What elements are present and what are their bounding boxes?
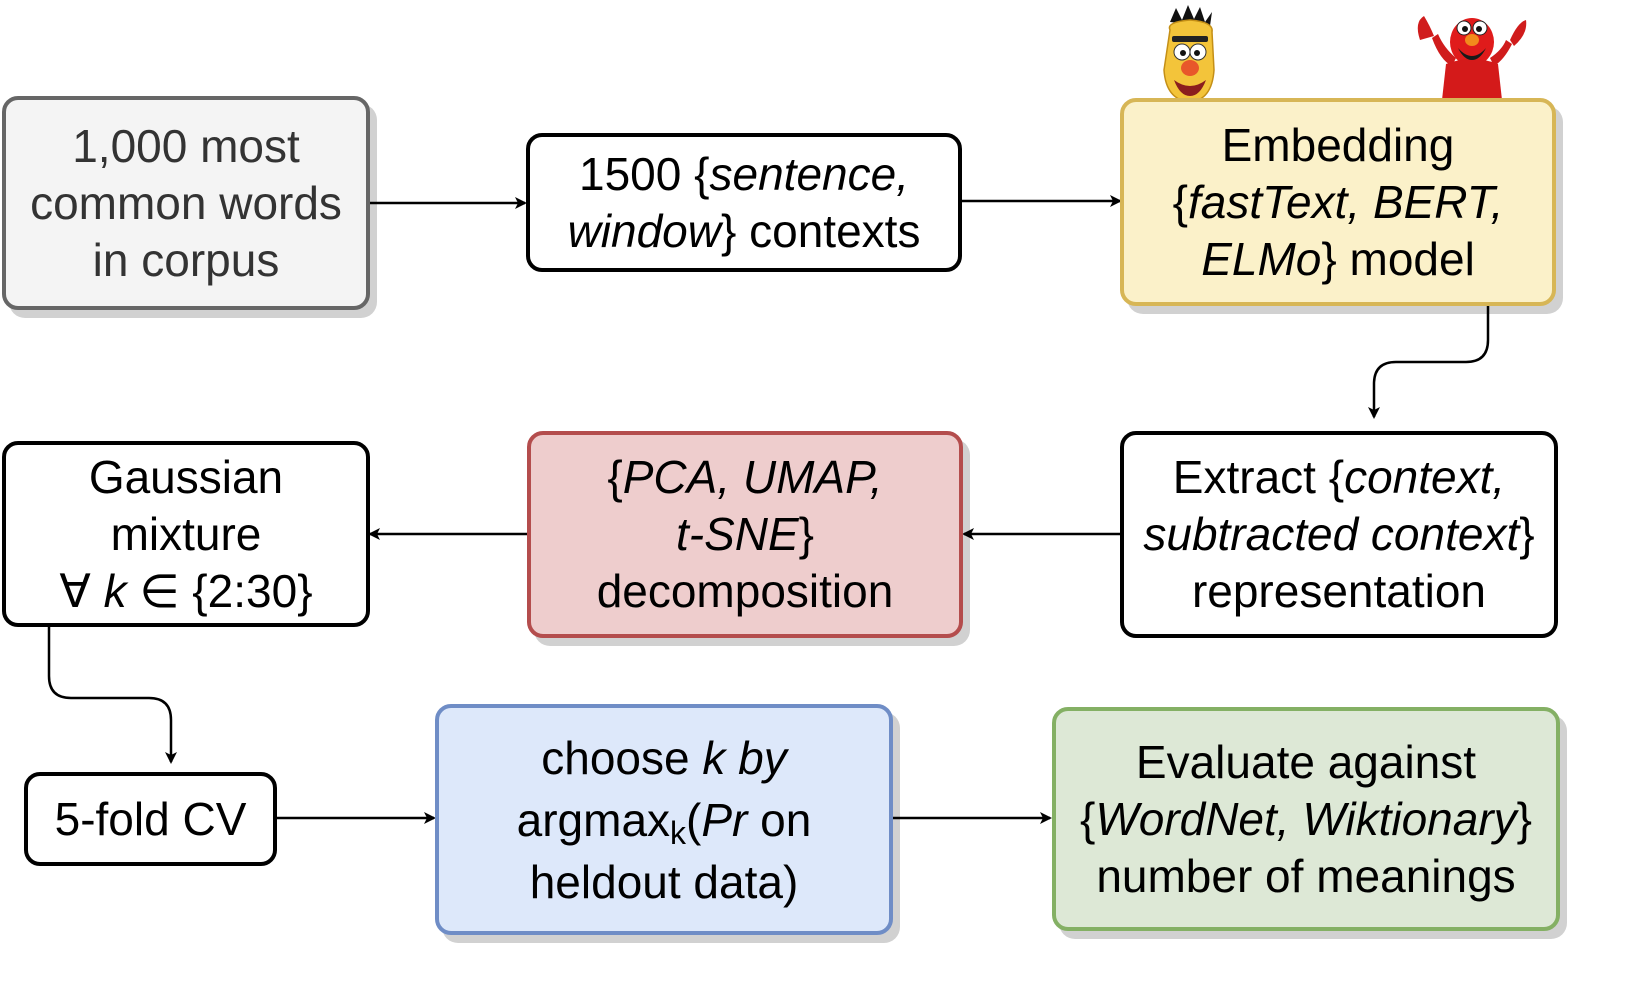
node-decomposition: {PCA, UMAP, t-SNE} decomposition [527, 431, 963, 638]
node-extract-representation: Extract {context, subtracted context} repr… [1120, 431, 1558, 638]
node-contexts-label: 1500 {sentence, window} contexts [568, 146, 921, 260]
gaussian-forall: ∀ [59, 564, 104, 617]
extract-prefix-text: Extract { [1172, 451, 1345, 503]
choose-argmax-subscript: k [670, 814, 687, 851]
choose-heldout-text: heldout data) [529, 855, 799, 908]
decomp-brace-open: { [607, 451, 623, 503]
contexts-suffix-text: } contexts [720, 204, 921, 257]
embedding-models-text: fastText, BERT, [1188, 175, 1504, 228]
bert-muppet-icon [1163, 5, 1215, 103]
embedding-title-text: Embedding [1221, 118, 1455, 171]
decomp-word-text: decomposition [596, 565, 894, 617]
evaluate-meanings-text: number of meanings [1096, 849, 1516, 902]
contexts-count-text: 1500 { [579, 147, 710, 200]
extract-brace-close: } [1519, 508, 1535, 560]
label-line-1: 1,000 most [72, 119, 300, 172]
node-5fold-cv: 5-fold CV [24, 772, 277, 866]
node-choose-label: choose k by argmaxk(Pr on heldout data) [517, 727, 812, 913]
embedding-elmo-text: ELMo [1201, 232, 1322, 285]
gaussian-line-2: mixture [110, 507, 262, 560]
contexts-window-text: window [567, 204, 721, 257]
node-decomposition-label: {PCA, UMAP, t-SNE} decomposition [597, 449, 894, 620]
gaussian-k: k [103, 564, 127, 617]
evaluate-brace-open: { [1079, 792, 1096, 845]
evaluate-brace-close: } [1516, 792, 1533, 845]
node-contexts: 1500 {sentence, window} contexts [526, 133, 962, 272]
node-evaluate: Evaluate against {WordNet, Wiktionary} num… [1052, 707, 1560, 931]
node-common-words-label: 1,000 most common words in corpus [30, 118, 342, 289]
node-choose-k: choose k by argmaxk(Pr on heldout data) [435, 704, 893, 935]
decomp-tsne-text: t-SNE [675, 508, 799, 560]
label-line-2: common words [30, 176, 342, 229]
extract-representation-text: representation [1191, 565, 1487, 617]
label-line-3: in corpus [92, 233, 280, 286]
extract-context-text: context, [1344, 451, 1506, 503]
node-gaussian-mixture: Gaussian mixture ∀ k ∈ {2:30} [2, 441, 370, 627]
embedding-brace-open: { [1172, 175, 1188, 228]
choose-paren-open: ( [686, 793, 702, 846]
evaluate-sources-text: WordNet, Wiktionary [1095, 792, 1517, 845]
arrow-gaussian-to-cv [47, 626, 177, 764]
choose-on-text: on [747, 793, 812, 846]
contexts-sentence-text: sentence, [709, 147, 909, 200]
decomp-brace-close: } [798, 508, 815, 560]
arrow-embedding-to-extract [1368, 305, 1490, 419]
node-evaluate-label: Evaluate against {WordNet, Wiktionary} num… [1080, 734, 1532, 905]
embedding-suffix-text: } model [1321, 232, 1475, 285]
choose-k-by-text: k by [702, 731, 787, 784]
evaluate-title-text: Evaluate against [1135, 735, 1477, 788]
choose-pr-text: Pr [701, 793, 748, 846]
gaussian-range: ∈ {2:30} [126, 564, 313, 617]
gaussian-line-1: Gaussian [88, 450, 284, 503]
choose-argmax-text: argmax [516, 793, 671, 846]
node-extract-label: Extract {context, subtracted context} repr… [1143, 449, 1534, 620]
node-common-words: 1,000 most common words in corpus [2, 96, 370, 310]
decomp-methods-text: PCA, UMAP, [622, 451, 883, 503]
extract-subtracted-text: subtracted context [1143, 508, 1520, 560]
node-embedding-model: Embedding {fastText, BERT, ELMo} model [1120, 98, 1556, 306]
cv-label: 5-fold CV [54, 792, 247, 845]
node-embedding-label: Embedding {fastText, BERT, ELMo} model [1173, 117, 1504, 288]
node-gaussian-label: Gaussian mixture ∀ k ∈ {2:30} [59, 449, 312, 620]
elmo-muppet-icon [1417, 16, 1527, 100]
choose-text: choose [541, 731, 703, 784]
